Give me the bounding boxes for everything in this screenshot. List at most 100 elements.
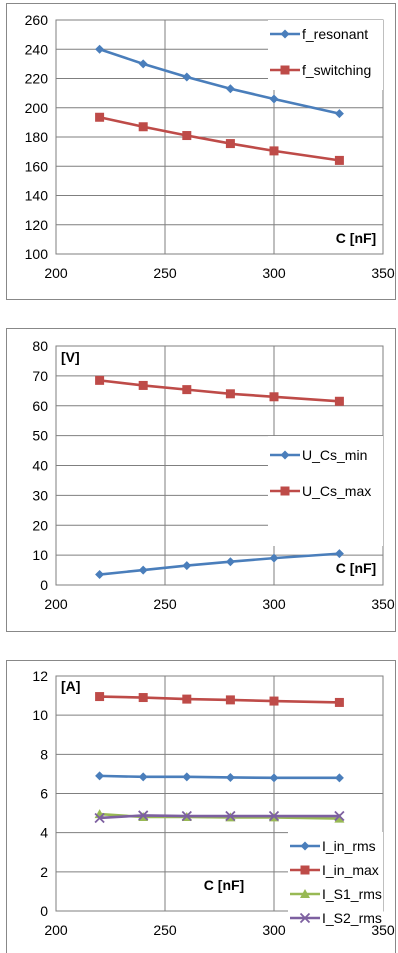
x-tick-label: 350: [371, 922, 395, 938]
data-point-f_switching: [269, 146, 279, 156]
data-point-U_Cs_max: [334, 396, 344, 406]
data-point-I_in_rms: [95, 771, 105, 781]
x-tick-label: 200: [44, 265, 68, 281]
data-point-I_in_rms: [138, 772, 148, 782]
x-tick-label: 300: [262, 265, 286, 281]
legend-marker-I_in_max: [300, 865, 310, 875]
y-tick-label: 10: [32, 707, 48, 723]
chart-2: 0 10 20 30 40 50 60 70 80 200 250 300 350 C [nF] [V] U_…: [32, 338, 394, 612]
data-point-f_resonant: [334, 109, 344, 119]
data-point-I_in_max: [138, 693, 148, 703]
data-point-I_S2_rms: [138, 810, 149, 821]
data-point-f_resonant: [182, 72, 192, 82]
data-point-U_Cs_min: [182, 561, 192, 571]
x-tick-label: 300: [262, 596, 286, 612]
data-point-I_in_rms: [225, 772, 235, 782]
y-tick-label: 12: [32, 668, 48, 684]
y-tick-label: 10: [32, 547, 48, 563]
legend-label-I_in_max: I_in_max: [322, 862, 379, 878]
y-tick-label: 30: [32, 487, 48, 503]
y-tick-label: 140: [25, 188, 49, 204]
data-point-f_switching: [225, 139, 235, 149]
data-point-f_resonant: [95, 44, 105, 54]
data-point-I_in_rms: [182, 772, 192, 782]
x-axis-label: C [nF]: [336, 230, 376, 246]
data-point-I_in_max: [334, 697, 344, 707]
plot-area-border: [55, 19, 384, 255]
y-tick-label: 0: [40, 903, 48, 919]
chart-3: 0 2 4 6 8 10 12 200 250 300 350 C [nF] [A] I_in_rms I_…: [32, 668, 394, 938]
y-tick-label: 60: [32, 398, 48, 414]
data-point-U_Cs_min: [95, 570, 105, 580]
x-tick-label: 200: [44, 596, 68, 612]
data-point-I_S2_rms: [268, 810, 280, 822]
data-point-U_Cs_min: [138, 565, 148, 575]
data-point-I_S2_rms: [225, 810, 236, 822]
data-point-U_Cs_max: [182, 385, 192, 395]
data-point-U_Cs_max: [138, 380, 148, 390]
data-point-I_S2_rms: [181, 810, 192, 822]
y-tick-label: 160: [25, 158, 49, 174]
series-line-f_resonant: [99, 48, 340, 115]
data-point-I_in_max: [182, 694, 192, 704]
legend-label-f_resonant: f_resonant: [302, 26, 368, 42]
data-point-f_switching: [95, 112, 105, 122]
y-tick-label: 2: [40, 864, 48, 880]
series-line-I_in_max: [99, 695, 340, 704]
data-point-f_switching: [334, 155, 344, 165]
x-tick-label: 250: [153, 265, 177, 281]
data-point-I_in_rms: [269, 773, 279, 783]
data-point-U_Cs_min: [225, 557, 235, 567]
x-tick-label: 200: [44, 922, 68, 938]
legend-label-U_Cs_min: U_Cs_min: [302, 447, 367, 463]
y-tick-label: 4: [40, 825, 48, 841]
y-tick-label: 260: [25, 12, 49, 28]
y-axis-label: [V]: [61, 349, 80, 365]
y-tick-label: 80: [32, 338, 48, 354]
data-point-I_in_max: [269, 696, 279, 706]
y-tick-label: 6: [40, 786, 48, 802]
data-point-U_Cs_max: [269, 392, 279, 402]
y-tick-label: 0: [40, 577, 48, 593]
y-tick-label: 240: [25, 41, 49, 57]
legend-marker-I_in_rms: [300, 841, 310, 851]
x-tick-label: 250: [153, 596, 177, 612]
data-point-U_Cs_min: [334, 549, 344, 559]
data-point-f_resonant: [269, 94, 279, 104]
x-axis-label: C [nF]: [336, 560, 376, 576]
data-point-I_in_rms: [334, 773, 344, 783]
data-point-I_S2_rms: [94, 812, 105, 824]
y-axis-label: [A]: [61, 678, 80, 694]
legend-label-I_S1_rms: I_S1_rms: [322, 886, 382, 902]
data-point-I_in_max: [95, 692, 105, 702]
legend-marker-I_S2_rms: [299, 912, 311, 924]
x-tick-label: 350: [371, 596, 395, 612]
y-tick-label: 120: [25, 217, 49, 233]
y-tick-label: 200: [25, 100, 49, 116]
x-tick-label: 300: [262, 922, 286, 938]
y-tick-label: 220: [25, 71, 49, 87]
legend-label-f_switching: f_switching: [302, 62, 371, 78]
data-point-U_Cs_max: [225, 389, 235, 399]
legend-marker-I_S1_rms: [300, 889, 310, 898]
data-point-U_Cs_max: [95, 375, 105, 385]
y-tick-label: 180: [25, 129, 49, 145]
y-tick-label: 50: [32, 428, 48, 444]
data-point-U_Cs_min: [269, 553, 279, 563]
legend-label-U_Cs_max: U_Cs_max: [302, 483, 371, 499]
legend-marker-U_Cs_max: [280, 486, 290, 496]
data-point-I_S2_rms: [334, 810, 345, 822]
y-tick-label: 40: [32, 458, 48, 474]
data-point-f_switching: [182, 131, 192, 141]
y-tick-label: 8: [40, 746, 48, 762]
series-line-I_in_rms: [99, 774, 340, 780]
legend-marker-U_Cs_min: [280, 450, 290, 460]
data-point-I_S1_rms: [334, 813, 345, 823]
legend-label-I_in_rms: I_in_rms: [322, 838, 376, 854]
y-tick-label: 20: [32, 517, 48, 533]
series-line-U_Cs_max: [99, 379, 340, 403]
series-line-f_switching: [99, 115, 340, 162]
y-tick-label: 70: [32, 368, 48, 384]
chart-1: 100 120 140 160 180 200 220 240 260 200 250 300 350 C…: [25, 12, 395, 281]
